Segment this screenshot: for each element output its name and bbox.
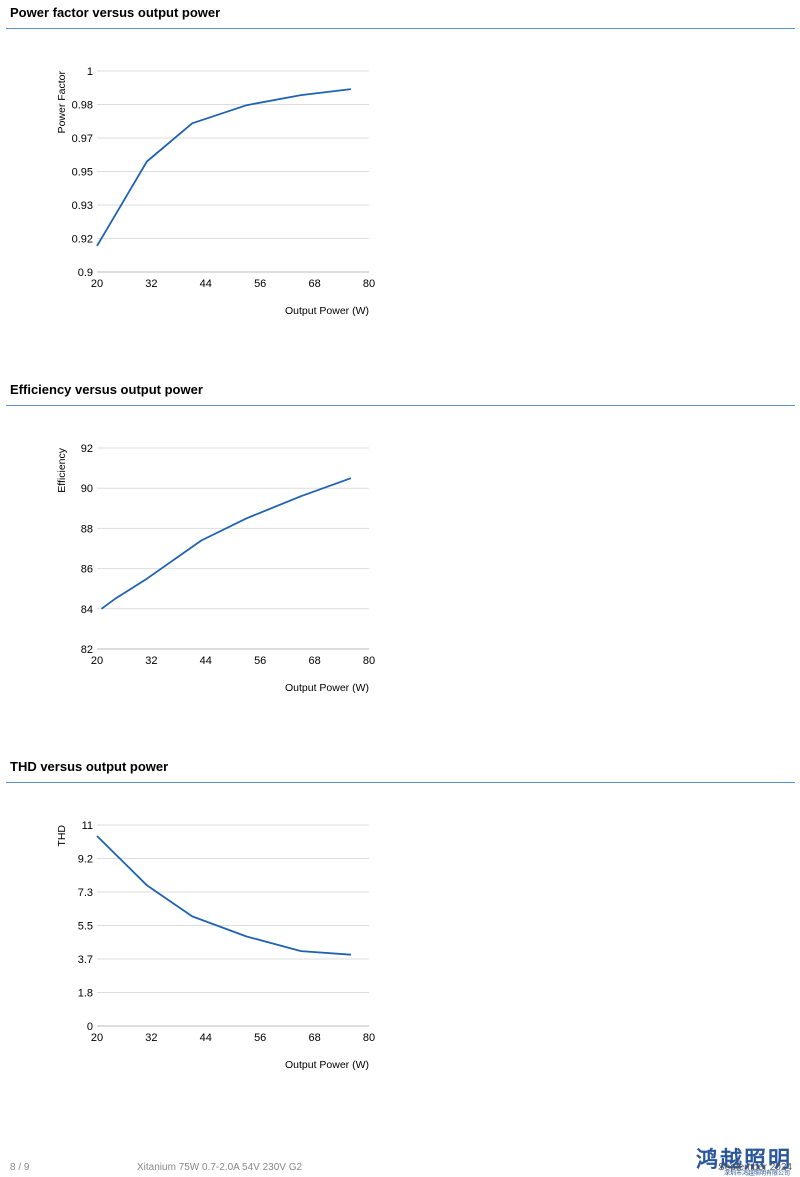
y-tick-label: 92 (81, 443, 93, 455)
y-tick-label: 5.5 (78, 921, 93, 933)
y-tick-label: 88 (81, 523, 93, 535)
y-tick-label: 1 (87, 66, 93, 78)
x-tick-label: 44 (200, 278, 212, 290)
y-tick-label: 0.92 (72, 234, 93, 246)
y-tick-label: 1.8 (78, 988, 93, 1000)
y-tick-label: 0.95 (72, 167, 93, 179)
chart-power-factor: 0.9 0.92 0.93 0.95 0.97 0.98 1 20 32 44 56 68 80 Outp… (0, 0, 400, 340)
y-tick-label: 84 (81, 604, 93, 616)
section-divider (6, 28, 795, 29)
series-line (100, 477, 352, 610)
x-axis-title: Output Power (W) (285, 1059, 369, 1071)
x-tick-label: 68 (308, 1032, 320, 1044)
watermark-logo: 鸿越照明 (695, 1148, 792, 1173)
y-axis-title: Power Factor (56, 70, 68, 133)
x-tick-label: 56 (254, 655, 266, 667)
y-tick-label: 82 (81, 644, 93, 656)
series-line (96, 88, 352, 247)
thd-chart-svg: 0 1.8 3.7 5.5 7.3 9.2 11 20 32 44 56 68 80 Output Pow… (56, 820, 375, 1071)
x-tick-label: 32 (145, 655, 157, 667)
y-tick-label: 0.93 (72, 200, 93, 212)
section-divider (6, 405, 795, 406)
product-name: Xitanium 75W 0.7-2.0A 54V 230V G2 (137, 1162, 303, 1173)
x-tick-label: 56 (254, 1032, 266, 1044)
y-tick-label: 0.9 (78, 267, 93, 279)
y-tick-label: 0 (87, 1021, 93, 1033)
chart-efficiency: 82 84 86 88 90 92 20 32 44 56 68 80 Output Power (W)… (0, 377, 400, 717)
x-tick-label: 44 (200, 655, 212, 667)
y-axis-title: THD (56, 825, 68, 847)
x-tick-label: 44 (200, 1032, 212, 1044)
x-tick-label: 80 (363, 655, 375, 667)
x-tick-label: 20 (91, 1032, 103, 1044)
y-tick-label: 7.3 (78, 887, 93, 899)
chart-thd: 0 1.8 3.7 5.5 7.3 9.2 11 20 32 44 56 68 80 Output Pow… (0, 754, 400, 1094)
x-axis-title: Output Power (W) (285, 682, 369, 694)
x-tick-label: 56 (254, 278, 266, 290)
y-tick-label: 86 (81, 564, 93, 576)
y-tick-label: 90 (81, 483, 93, 495)
x-tick-label: 20 (91, 278, 103, 290)
power-factor-chart-svg: 0.9 0.92 0.93 0.95 0.97 0.98 1 20 32 44 56 68 80 Outp… (56, 66, 375, 317)
section-title-power-factor: Power factor versus output power (10, 5, 221, 20)
efficiency-chart-svg: 82 84 86 88 90 92 20 32 44 56 68 80 Output Power (W)… (56, 443, 375, 694)
x-tick-label: 32 (145, 1032, 157, 1044)
section-title-thd: THD versus output power (10, 759, 169, 774)
y-tick-label: 0.97 (72, 133, 93, 145)
watermark-subtext: 深圳市鸿越照明有限公司 (723, 1171, 790, 1177)
x-tick-label: 68 (308, 278, 320, 290)
x-tick-label: 80 (363, 1032, 375, 1044)
page-number: 8 / 9 (10, 1162, 30, 1173)
footer-date: September 2024 (718, 1162, 792, 1173)
series-line (96, 835, 351, 956)
y-axis-title: Efficiency (56, 447, 68, 492)
y-tick-label: 11 (82, 820, 93, 832)
x-tick-label: 20 (91, 655, 103, 667)
y-tick-label: 9.2 (78, 854, 93, 866)
y-tick-label: 3.7 (78, 954, 93, 966)
x-tick-label: 80 (363, 278, 375, 290)
x-tick-label: 32 (145, 278, 157, 290)
x-axis-title: Output Power (W) (285, 305, 369, 317)
section-title-efficiency: Efficiency versus output power (10, 382, 203, 397)
section-divider (6, 782, 795, 783)
y-tick-label: 0.98 (72, 100, 93, 112)
x-tick-label: 68 (308, 655, 320, 667)
